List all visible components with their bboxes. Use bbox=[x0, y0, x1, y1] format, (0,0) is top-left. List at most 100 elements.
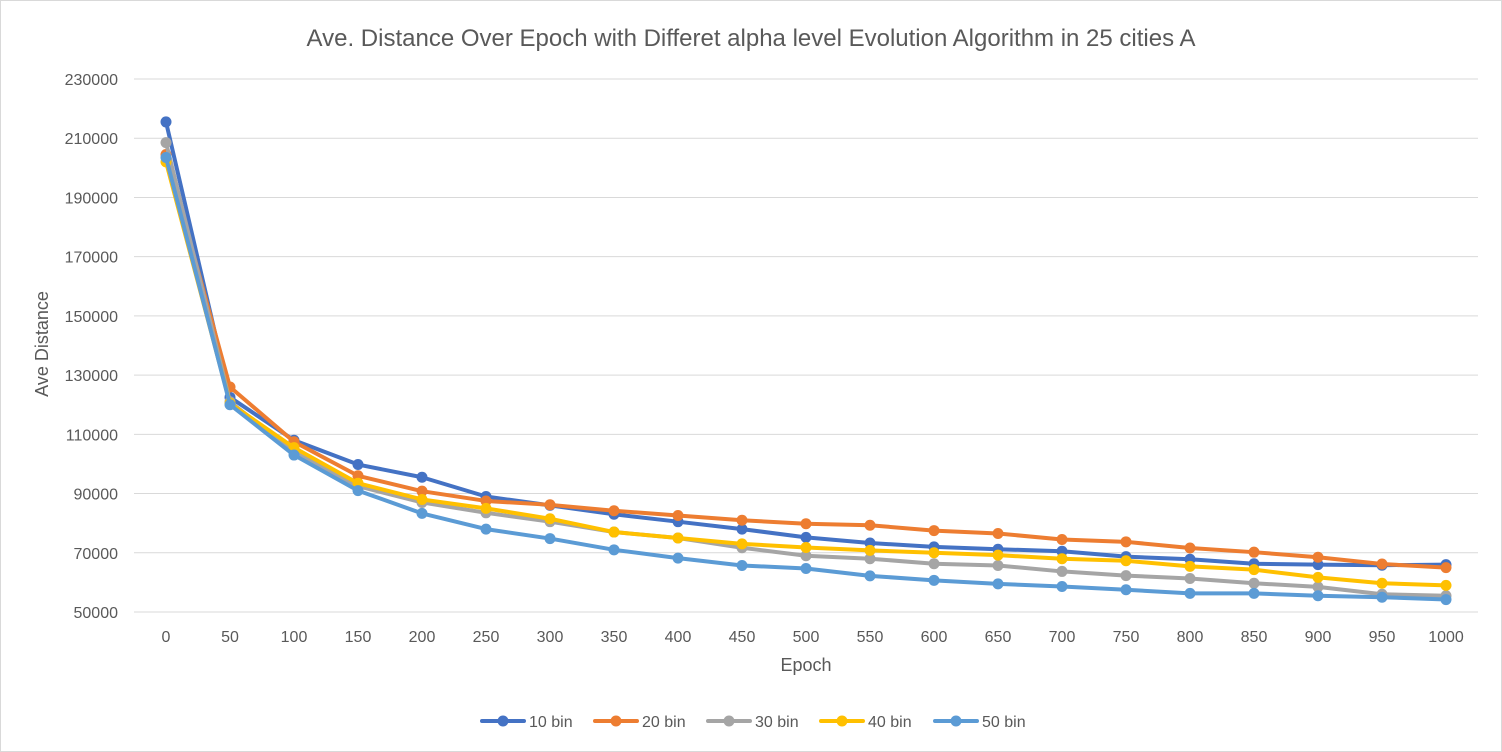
legend: 10 bin 20 bin 30 bin 40 bin 50 bin bbox=[480, 714, 1026, 731]
data-point bbox=[928, 574, 940, 586]
x-tick-label: 1000 bbox=[1428, 629, 1464, 646]
data-point bbox=[864, 570, 876, 582]
data-point bbox=[416, 485, 428, 497]
x-tick-label: 0 bbox=[162, 629, 171, 646]
data-point bbox=[288, 449, 300, 461]
data-point bbox=[1376, 591, 1388, 603]
data-point bbox=[928, 547, 940, 559]
x-tick-label: 600 bbox=[921, 629, 948, 646]
legend-label: 30 bin bbox=[755, 714, 799, 731]
x-tick-label: 800 bbox=[1177, 629, 1204, 646]
data-point bbox=[416, 507, 428, 519]
data-point bbox=[544, 533, 556, 545]
data-point bbox=[1312, 581, 1324, 593]
data-point bbox=[1312, 551, 1324, 563]
x-tick-label: 450 bbox=[729, 629, 756, 646]
y-axis-title: Ave Distance bbox=[32, 291, 52, 397]
legend-marker bbox=[497, 715, 509, 727]
x-tick-label: 250 bbox=[473, 629, 500, 646]
x-axis-tick-labels: 0 50 100 150 200 250 300 350 400 450 500 550 600 650 7… bbox=[162, 629, 1464, 646]
data-point bbox=[992, 578, 1004, 590]
legend-item: 50 bin bbox=[933, 714, 1026, 731]
y-tick-label: 50000 bbox=[74, 605, 119, 622]
data-point bbox=[1120, 584, 1132, 596]
data-point bbox=[736, 560, 748, 572]
data-point bbox=[1120, 555, 1132, 567]
data-point bbox=[736, 514, 748, 526]
series-lines bbox=[160, 116, 1452, 606]
data-point bbox=[1248, 546, 1260, 558]
data-point bbox=[608, 544, 620, 556]
data-point bbox=[1248, 587, 1260, 599]
x-tick-label: 750 bbox=[1113, 629, 1140, 646]
data-point bbox=[864, 553, 876, 565]
data-point bbox=[352, 485, 364, 497]
data-point bbox=[864, 519, 876, 531]
data-point bbox=[1312, 590, 1324, 602]
data-point bbox=[672, 532, 684, 544]
data-point bbox=[160, 116, 172, 128]
data-point bbox=[800, 531, 812, 543]
data-point bbox=[800, 550, 812, 562]
y-axis-tick-labels: 50000 70000 90000 110000 130000 150000 170000 1… bbox=[65, 72, 118, 622]
series-20-bin bbox=[160, 149, 1452, 574]
x-tick-label: 700 bbox=[1049, 629, 1076, 646]
legend-marker bbox=[950, 715, 962, 727]
x-tick-label: 150 bbox=[345, 629, 372, 646]
data-point bbox=[160, 151, 172, 163]
data-point bbox=[1120, 536, 1132, 548]
x-tick-label: 100 bbox=[281, 629, 308, 646]
data-point bbox=[672, 509, 684, 521]
data-point bbox=[1440, 594, 1452, 606]
data-point bbox=[864, 544, 876, 556]
data-point bbox=[544, 499, 556, 511]
y-tick-label: 130000 bbox=[65, 368, 118, 385]
y-tick-label: 150000 bbox=[65, 309, 118, 326]
legend-marker bbox=[836, 715, 848, 727]
data-point bbox=[800, 541, 812, 553]
data-point bbox=[480, 502, 492, 514]
data-point bbox=[800, 518, 812, 530]
data-point bbox=[1184, 587, 1196, 599]
data-point bbox=[1376, 577, 1388, 589]
data-point bbox=[352, 459, 364, 471]
legend-label: 20 bin bbox=[642, 714, 686, 731]
data-point bbox=[1184, 542, 1196, 554]
data-point bbox=[224, 399, 236, 411]
x-tick-label: 850 bbox=[1241, 629, 1268, 646]
gridlines bbox=[134, 78, 1478, 554]
legend-item: 10 bin bbox=[480, 714, 573, 731]
data-point bbox=[1440, 562, 1452, 574]
data-point bbox=[416, 471, 428, 483]
data-point bbox=[1248, 577, 1260, 589]
data-point bbox=[736, 523, 748, 535]
data-point bbox=[928, 558, 940, 570]
x-tick-label: 500 bbox=[793, 629, 820, 646]
y-tick-label: 90000 bbox=[74, 487, 119, 504]
x-tick-label: 650 bbox=[985, 629, 1012, 646]
series-line bbox=[164, 119, 1448, 568]
data-point bbox=[1312, 571, 1324, 583]
data-point bbox=[992, 560, 1004, 572]
x-tick-label: 300 bbox=[537, 629, 564, 646]
y-tick-label: 210000 bbox=[65, 131, 118, 148]
x-tick-label: 550 bbox=[857, 629, 884, 646]
y-tick-label: 70000 bbox=[74, 546, 119, 563]
data-point bbox=[160, 137, 172, 149]
x-tick-label: 50 bbox=[221, 629, 239, 646]
y-tick-label: 110000 bbox=[66, 427, 118, 444]
data-point bbox=[416, 493, 428, 505]
data-point bbox=[608, 526, 620, 538]
data-point bbox=[1120, 570, 1132, 582]
x-tick-label: 350 bbox=[601, 629, 628, 646]
series-50-bin bbox=[160, 151, 1452, 606]
legend-item: 40 bin bbox=[819, 714, 912, 731]
data-point bbox=[992, 549, 1004, 561]
x-tick-label: 200 bbox=[409, 629, 436, 646]
data-point bbox=[672, 552, 684, 564]
data-point bbox=[1184, 573, 1196, 585]
data-point bbox=[1056, 565, 1068, 577]
y-tick-label: 170000 bbox=[65, 250, 118, 267]
series-line bbox=[164, 152, 1448, 570]
